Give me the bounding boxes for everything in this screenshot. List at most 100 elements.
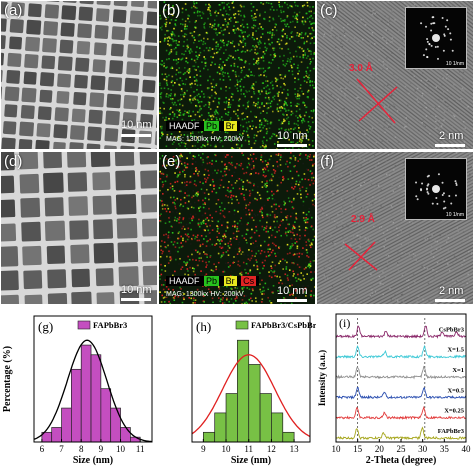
x-tick-label-i-5: 35 — [440, 444, 450, 454]
saed-inset-f: 10 1/nm — [405, 158, 467, 220]
xrd-pattern-1 — [335, 344, 467, 359]
panel-f-label: (f) — [320, 153, 335, 170]
gaussian-fit-g — [33, 339, 153, 443]
hrtem-lattice-image-f — [317, 152, 473, 304]
legend-swatch-g — [77, 320, 91, 330]
element-pb-e: Pb — [204, 276, 220, 286]
scale-bar-e — [277, 299, 307, 302]
element-br-b: Br — [223, 121, 237, 131]
panel-label-g: (g) — [38, 319, 53, 334]
panel-d-tem-image: (d) 10 nm — [1, 152, 157, 304]
scale-text-b: 10 nm — [277, 130, 308, 142]
lattice-marker-c — [356, 78, 398, 124]
x-axis-label-i: 2-Theta (degree) — [366, 455, 437, 466]
xrd-pattern-5 — [335, 426, 467, 441]
histogram-bar-g-2 — [61, 407, 72, 443]
x-tick-label-g-3: 9 — [99, 444, 104, 454]
series-label-4: X=0.25 — [444, 408, 465, 415]
x-tick-label-i-4: 30 — [418, 444, 428, 454]
legend-label-g: FAPbBr3 — [93, 320, 127, 330]
inset-scale-c: 10 1/nm — [445, 61, 464, 67]
histogram-bar-g-1 — [51, 427, 62, 443]
x-tick-label-i-2: 20 — [375, 444, 385, 454]
mag-info-b: MAG: 1300kx HV: 200kV — [166, 136, 244, 143]
plot-frame-h — [191, 315, 311, 443]
xrd-pattern-2 — [335, 365, 467, 380]
histogram-bar-h-4 — [248, 364, 261, 443]
x-axis-label-g: Size (nm) — [73, 455, 113, 466]
histogram-bar-g-6 — [100, 388, 112, 443]
histogram-bar-g-9 — [130, 436, 141, 443]
x-tick-label-h-0: 9 — [201, 444, 206, 454]
saed-inset-c: 10 1/nm — [405, 7, 467, 69]
legend-label-h: FAPbBr3/CsPbBr3 — [251, 320, 316, 330]
gaussian-fit-h — [191, 354, 311, 438]
panel-b-label: (b) — [162, 2, 181, 19]
x-tick-label-h-2: 11 — [244, 444, 253, 454]
scale-bar-b — [277, 144, 307, 147]
panel-d-label: (d) — [4, 153, 23, 170]
x-tick-label-h-4: 13 — [290, 444, 300, 454]
histogram-bar-h-2 — [225, 393, 238, 443]
eds-map-image-e — [159, 152, 315, 304]
scale-text-d: 10 nm — [121, 284, 152, 296]
histogram-bar-h-0 — [202, 431, 216, 443]
x-tick-label-g-4: 10 — [116, 444, 126, 454]
series-label-2: X=1 — [452, 367, 464, 374]
lattice-marker-f — [344, 241, 378, 271]
element-br-e: Br — [223, 276, 237, 286]
y-axis-label-g: Percentage (%) — [2, 346, 13, 412]
histogram-bar-h-1 — [214, 412, 227, 443]
histogram-bar-g-5 — [90, 354, 102, 443]
tem-nanocube-image-a — [1, 1, 157, 149]
panel-label-h: (h) — [196, 319, 211, 334]
eds-map-image-b — [159, 1, 315, 149]
chart-g-size-histogram: 6 7 8 9 10 11 Size (nm) Percentage (%) (g) FAPbBr… — [2, 315, 153, 466]
d-spacing-c: 3.0 Å — [349, 63, 373, 74]
histogram-bar-h-5 — [259, 393, 272, 443]
x-tick-label-i-1: 15 — [353, 444, 363, 454]
scale-text-a: 10 nm — [121, 119, 152, 131]
x-tick-label-i-6: 40 — [462, 444, 472, 454]
saed-pattern-f — [415, 173, 458, 210]
histogram-bar-h-6 — [271, 412, 284, 443]
scale-bar-f — [435, 299, 465, 302]
element-pb-b: Pb — [204, 121, 220, 131]
y-axis-label-i: Intensity (a.u.) — [317, 350, 327, 406]
inset-scale-f: 10 1/nm — [445, 212, 464, 218]
panel-e-eds-map: (e) HAADF Pb Br Cs MAG: 1300kx HV: 200kV… — [159, 152, 315, 304]
panel-label-i: (i) — [339, 316, 350, 330]
x-tick-label-h-3: 12 — [267, 444, 276, 454]
tem-nanocube-image-d — [1, 152, 157, 304]
eds-legend-e: HAADF Pb Br Cs — [166, 276, 260, 286]
panel-a-label: (a) — [4, 2, 23, 19]
x-tick-label-g-1: 7 — [59, 444, 64, 454]
xrd-pattern-0 — [335, 325, 467, 339]
scale-text-f: 2 nm — [439, 285, 464, 297]
x-tick-label-g-2: 8 — [79, 444, 84, 454]
scale-text-e: 10 nm — [277, 285, 308, 297]
scale-bar-c — [435, 144, 465, 147]
x-tick-label-g-0: 6 — [40, 444, 45, 454]
mag-info-e: MAG: 1300kx HV: 200kV — [166, 291, 244, 298]
element-cs-e: Cs — [241, 276, 257, 286]
series-label-0: CsPbBr3 — [439, 326, 465, 333]
series-label-5: FAPbBr3 — [438, 428, 465, 435]
x-tick-label-g-5: 11 — [136, 444, 145, 454]
xrd-pattern-4 — [335, 405, 467, 420]
xrd-pattern-3 — [335, 386, 467, 400]
x-tick-label-i-0: 10 — [332, 444, 342, 454]
histogram-bar-h-7 — [282, 431, 295, 443]
haadf-label-e: HAADF — [169, 276, 200, 286]
panel-e-label: (e) — [162, 153, 181, 170]
eds-legend-b: HAADF Pb Br — [166, 121, 240, 131]
panel-a-tem-image: (a) 10 nm — [1, 1, 157, 149]
chart-h-size-histogram: 9 10 11 12 13 Size (nm) (h) FAPbBr3/CsPbBr3 — [191, 315, 316, 466]
panel-b-eds-map: (b) HAADF Pb Br MAG: 1300kx HV: 200kV 10… — [159, 1, 315, 149]
histogram-bar-g-4 — [80, 344, 92, 443]
histogram-bar-g-8 — [120, 427, 131, 443]
haadf-label-b: HAADF — [169, 121, 200, 131]
panel-f-hrtem: (f) 10 1/nm 2.9 Å 2 nm — [317, 152, 473, 304]
histogram-bar-g-3 — [71, 368, 82, 443]
